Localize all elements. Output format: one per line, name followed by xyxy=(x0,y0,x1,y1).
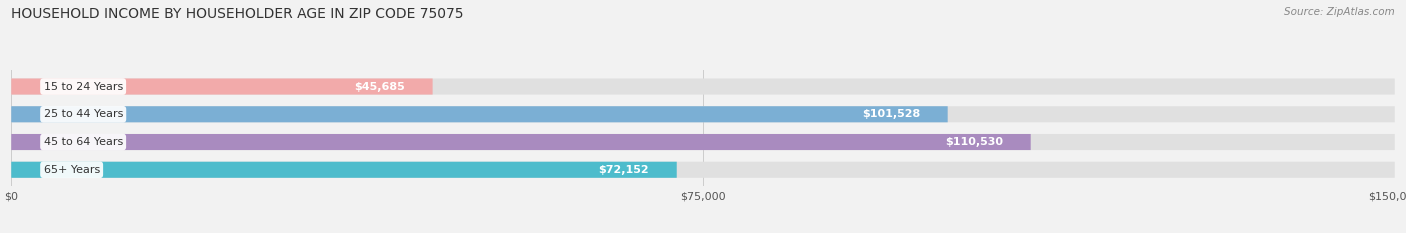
Text: $101,528: $101,528 xyxy=(862,109,920,119)
Text: 65+ Years: 65+ Years xyxy=(44,165,100,175)
FancyBboxPatch shape xyxy=(11,162,676,178)
FancyBboxPatch shape xyxy=(11,106,1395,122)
FancyBboxPatch shape xyxy=(11,79,433,95)
FancyBboxPatch shape xyxy=(11,134,1395,150)
FancyBboxPatch shape xyxy=(11,79,1395,95)
Text: 25 to 44 Years: 25 to 44 Years xyxy=(44,109,122,119)
Text: HOUSEHOLD INCOME BY HOUSEHOLDER AGE IN ZIP CODE 75075: HOUSEHOLD INCOME BY HOUSEHOLDER AGE IN Z… xyxy=(11,7,464,21)
FancyBboxPatch shape xyxy=(11,134,1031,150)
Text: $72,152: $72,152 xyxy=(599,165,650,175)
FancyBboxPatch shape xyxy=(11,162,1395,178)
Text: $110,530: $110,530 xyxy=(945,137,1002,147)
FancyBboxPatch shape xyxy=(11,106,948,122)
Text: Source: ZipAtlas.com: Source: ZipAtlas.com xyxy=(1284,7,1395,17)
Text: 15 to 24 Years: 15 to 24 Years xyxy=(44,82,122,92)
Text: $45,685: $45,685 xyxy=(354,82,405,92)
Text: 45 to 64 Years: 45 to 64 Years xyxy=(44,137,122,147)
